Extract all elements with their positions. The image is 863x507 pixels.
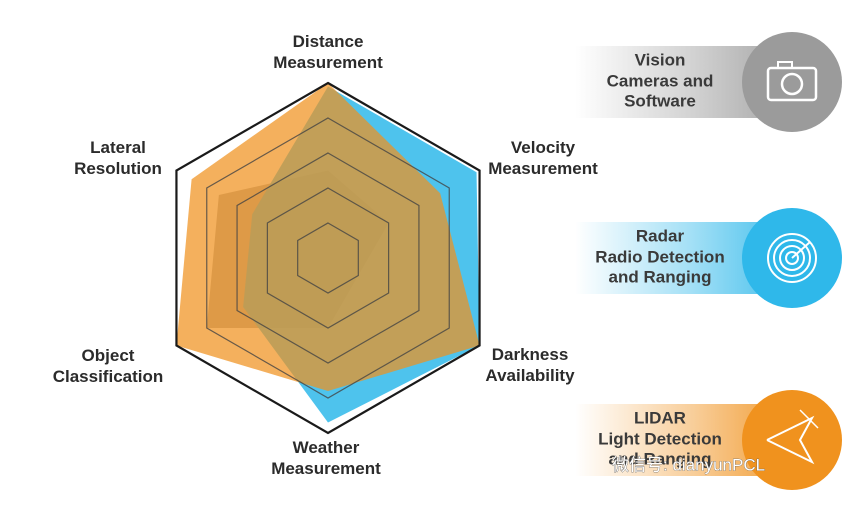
- grid-ring: [266, 187, 390, 329]
- watermark: 微信号: dianyunPCL: [612, 455, 765, 474]
- axis-label: Distance Measurement: [273, 32, 383, 72]
- legend-icon-circle: [742, 390, 842, 490]
- legend-description: Light Detection: [598, 429, 722, 448]
- grid-ring: [297, 222, 359, 294]
- legend-name: Vision: [635, 50, 686, 69]
- camera-icon: [777, 61, 793, 69]
- grid-ring: [206, 117, 450, 399]
- axis-label: Velocity Measurement: [488, 138, 598, 178]
- legend-description: and Ranging: [609, 267, 712, 286]
- legend-icon-circle: [742, 32, 842, 132]
- grid-ring: [175, 81, 481, 435]
- lidar-icon: [766, 415, 815, 465]
- radar-icon: [773, 239, 811, 277]
- legend-description: and Ranging: [609, 449, 712, 468]
- axis-label: Darkness Availability: [485, 345, 575, 385]
- camera-icon: [780, 72, 804, 96]
- axis-label: Lateral Resolution: [74, 138, 162, 178]
- lidar-icon: [799, 409, 819, 429]
- radar-icon: [785, 251, 799, 265]
- series-area: [176, 83, 480, 391]
- radar-icon: [767, 233, 817, 283]
- legend-description: Radio Detection: [595, 247, 724, 266]
- axis-label: Weather Measurement: [271, 438, 381, 478]
- legend-description: Cameras and: [607, 71, 714, 90]
- legend-description: Software: [624, 91, 696, 110]
- radar-icon: [779, 245, 805, 271]
- axis-label: Object Classification: [52, 346, 164, 386]
- legend-name: Radar: [636, 226, 685, 245]
- legend-name: LIDAR: [634, 408, 686, 427]
- grid-ring: [236, 152, 420, 364]
- radar-icon: [791, 241, 811, 259]
